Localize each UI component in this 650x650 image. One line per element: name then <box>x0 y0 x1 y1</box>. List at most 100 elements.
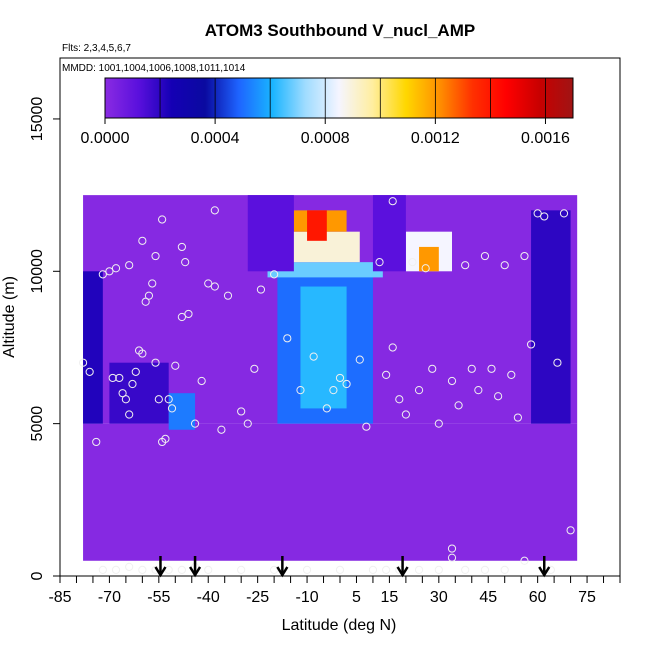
heatmap-cell <box>300 286 347 409</box>
sample-point <box>454 401 463 410</box>
x-tick-label: -85 <box>48 589 71 606</box>
sample-point <box>382 565 391 575</box>
sample-point <box>414 565 424 575</box>
x-tick-label: -70 <box>98 589 121 606</box>
sample-point <box>177 565 186 575</box>
sample-point <box>414 386 424 395</box>
sample-point <box>181 258 190 267</box>
colorbar-tick-label: 0.0008 <box>301 130 350 147</box>
sample-point <box>197 376 206 386</box>
sample-point <box>250 364 259 373</box>
flight-arrow-head <box>396 566 409 578</box>
sample-point <box>467 364 476 373</box>
sample-point <box>368 565 378 575</box>
sample-point <box>151 358 160 367</box>
sample-point <box>210 206 219 215</box>
sample-point <box>270 565 279 575</box>
sample-point <box>121 395 130 404</box>
sample-point <box>408 258 417 267</box>
chart-title: ATOM3 Southbound V_nucl_AMP <box>205 21 475 40</box>
sample-point <box>105 267 114 276</box>
heatmap-cell <box>531 210 571 424</box>
sample-point <box>118 389 127 398</box>
flight-arrow-head <box>538 566 551 578</box>
sample-point <box>141 297 150 306</box>
sample-point <box>131 367 140 376</box>
sample-point <box>125 261 134 270</box>
sample-point <box>329 386 338 395</box>
sample-point <box>461 261 470 270</box>
sample-point <box>388 343 397 352</box>
sample-point <box>217 425 226 434</box>
sample-point <box>342 379 351 389</box>
sample-point <box>138 236 147 245</box>
sample-point <box>161 434 170 443</box>
sample-point <box>138 349 147 358</box>
sample-point <box>85 367 94 376</box>
sample-point <box>177 312 186 322</box>
sample-point <box>92 437 101 447</box>
sample-point <box>270 270 279 279</box>
y-tick-label: 5000 <box>29 406 46 442</box>
sample-point <box>108 373 117 383</box>
sample-point <box>513 413 522 422</box>
sample-point <box>553 358 562 367</box>
sample-point <box>434 419 443 428</box>
sample-point <box>164 565 173 575</box>
sample-point <box>566 526 575 535</box>
sample-point <box>335 565 345 575</box>
sample-point <box>296 386 305 395</box>
sample-point <box>309 352 318 361</box>
sample-point <box>494 392 503 401</box>
colorbar-tick-label: 0.0004 <box>191 130 240 147</box>
sample-point <box>520 556 529 565</box>
sample-point <box>362 422 371 431</box>
flight-arrow-head <box>276 566 289 578</box>
sample-point <box>447 553 457 562</box>
sample-point <box>237 407 246 416</box>
sample-point <box>461 565 470 575</box>
sample-point <box>190 419 200 428</box>
sample-point <box>500 565 509 575</box>
sample-point <box>125 562 134 571</box>
x-tick-label: -40 <box>197 589 220 606</box>
x-axis: -85 -70 -55 -40 -25 -10 5 15 30 45 60 75 <box>48 576 621 606</box>
sample-point <box>164 395 173 404</box>
sample-point <box>526 340 536 349</box>
sample-point <box>520 251 529 261</box>
sample-point <box>167 404 177 413</box>
y-tick-label: 15000 <box>29 97 46 142</box>
sample-point <box>500 261 509 270</box>
sample-point <box>447 544 457 553</box>
sample-point <box>144 291 154 300</box>
colorbar-tick-label: 0.0012 <box>411 130 460 147</box>
sample-point <box>98 270 107 279</box>
sample-point <box>487 364 496 373</box>
sample-point <box>243 419 252 428</box>
x-tick-label: -10 <box>295 589 318 606</box>
flight-arrow-head <box>188 566 202 578</box>
sample-point <box>237 565 246 575</box>
sample-point <box>421 264 430 273</box>
sample-point <box>283 334 292 343</box>
sample-point <box>151 251 160 261</box>
sample-point <box>533 209 542 218</box>
colorbar <box>104 77 574 119</box>
x-tick-label: 15 <box>381 589 399 606</box>
sample-point <box>148 279 157 288</box>
dates-label: MMDD: 1001,1004,1006,1008,1011,1014 <box>62 63 246 74</box>
heatmap-cell <box>267 262 383 278</box>
sample-point <box>302 565 312 575</box>
sample-point <box>540 212 549 221</box>
sample-point <box>223 291 233 300</box>
sample-point <box>78 358 88 367</box>
x-tick-label: 75 <box>578 589 596 606</box>
sample-point <box>125 410 134 419</box>
sample-points <box>78 197 575 575</box>
x-axis-label: Latitude (deg N) <box>282 617 397 634</box>
sample-point <box>559 209 569 218</box>
heatmap-cell <box>83 423 578 561</box>
sample-point <box>111 264 121 273</box>
x-tick-label: -25 <box>246 589 269 606</box>
